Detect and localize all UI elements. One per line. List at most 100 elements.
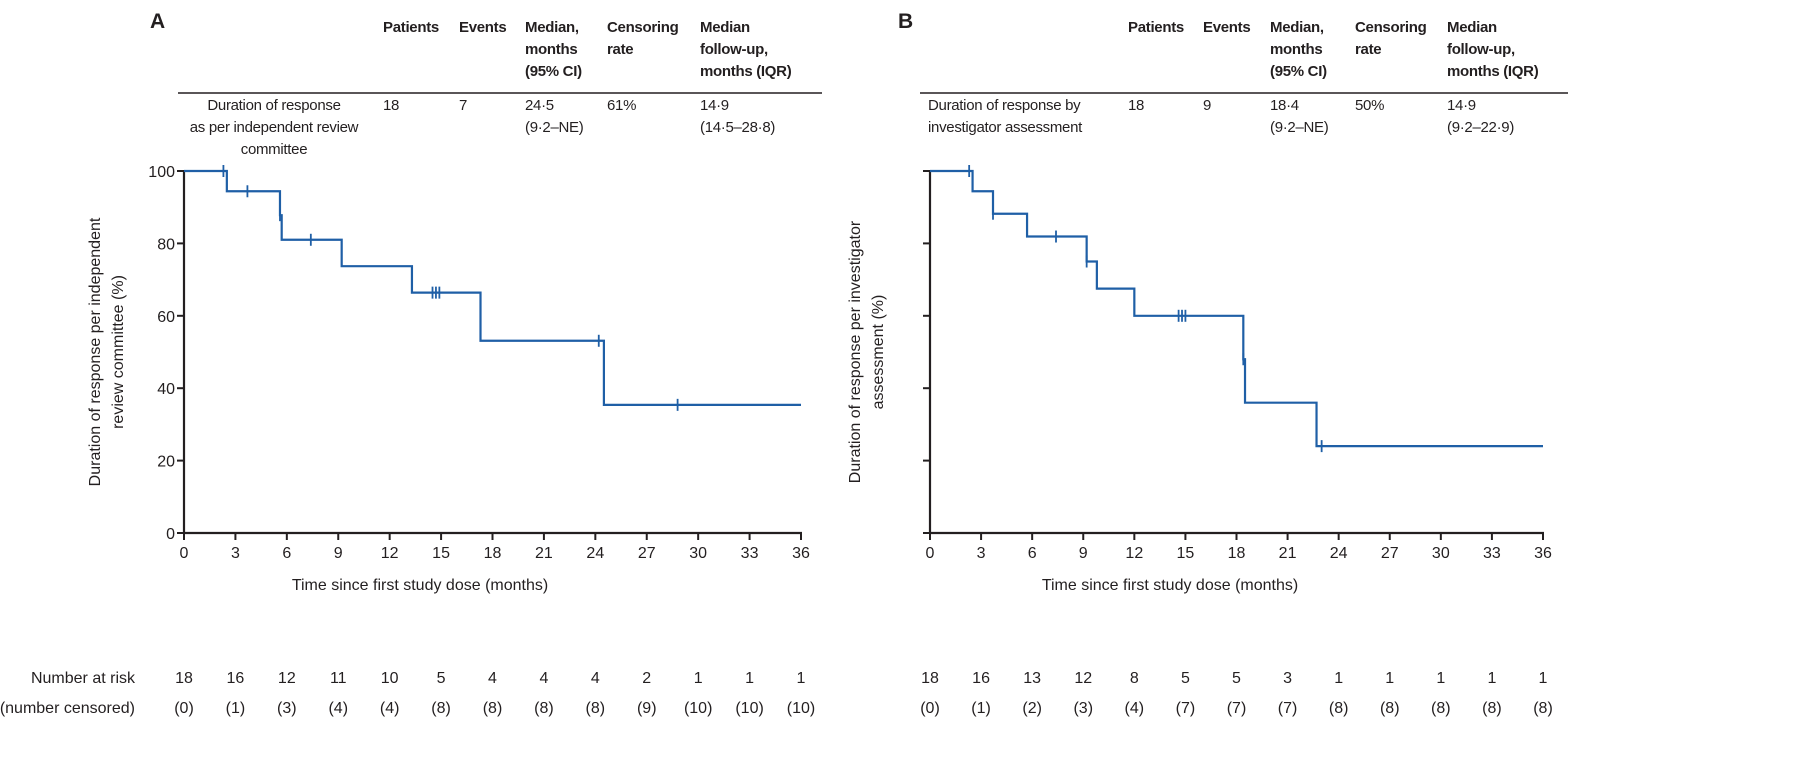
table-header: (95% CI) — [525, 63, 582, 80]
table-header: Censoring — [607, 19, 679, 36]
row-label: Duration of response by — [928, 97, 1081, 114]
at-risk-value: 1 — [797, 670, 806, 687]
table-cell: 7 — [459, 97, 467, 114]
table-header: months (IQR) — [1447, 63, 1539, 80]
censored-value: (1) — [971, 700, 991, 717]
at-risk-value: 1 — [1334, 670, 1343, 687]
censored-value: (10) — [735, 700, 763, 717]
x-tick-label: 3 — [977, 545, 986, 562]
censored-value: (4) — [1125, 700, 1145, 717]
at-risk-value: 16 — [227, 670, 245, 687]
y-axis-title: Duration of response per investigator — [847, 220, 864, 483]
table-cell: 24·5 — [525, 97, 554, 114]
at-risk-value: 2 — [642, 670, 651, 687]
table-header: rate — [1355, 41, 1381, 58]
table-header: Median, — [525, 19, 579, 36]
at-risk-value: 1 — [1539, 670, 1548, 687]
summary-table: Patients Events Median, months (95% CI) Censo… — [178, 19, 822, 158]
table-cell: 14·9 — [700, 97, 729, 114]
table-header: Events — [459, 19, 506, 36]
censored-value: (8) — [431, 700, 451, 717]
table-header: Median — [1447, 19, 1497, 36]
table-cell: (14·5–28·8) — [700, 119, 775, 136]
censored-value: (10) — [787, 700, 815, 717]
table-header: Censoring — [1355, 19, 1427, 36]
at-risk-value: 3 — [1283, 670, 1292, 687]
at-risk-value: 1 — [1436, 670, 1445, 687]
row-label: as per independent review — [190, 119, 359, 136]
table-header: follow-up, — [1447, 41, 1515, 58]
x-tick-label: 33 — [741, 545, 759, 562]
at-risk-value: 11 — [330, 670, 347, 687]
at-risk-value: 8 — [1130, 670, 1139, 687]
censored-value: (8) — [586, 700, 606, 717]
censored-value: (2) — [1022, 700, 1042, 717]
x-tick-label: 21 — [535, 545, 553, 562]
at-risk-value: 4 — [591, 670, 600, 687]
table-cell: 50% — [1355, 97, 1384, 114]
x-tick-label: 6 — [1028, 545, 1037, 562]
x-tick-label: 33 — [1483, 545, 1501, 562]
censored-value: (8) — [534, 700, 554, 717]
row-label: committee — [241, 141, 308, 158]
at-risk-value: 1 — [745, 670, 754, 687]
table-header: months — [525, 41, 577, 58]
censored-value: (8) — [1380, 700, 1400, 717]
at-risk-value: 13 — [1023, 670, 1041, 687]
axes: 018(0)316(1)613(2)912(3)128(4)155(7)185(… — [847, 170, 1553, 717]
x-tick-label: 36 — [1534, 545, 1552, 562]
at-risk-value: 12 — [278, 670, 296, 687]
at-risk-value: 4 — [488, 670, 497, 687]
survival-curve — [184, 169, 801, 406]
censored-value: (3) — [277, 700, 297, 717]
x-axis-title: Time since first study dose (months) — [292, 577, 548, 594]
x-tick-label: 6 — [282, 545, 291, 562]
censored-value: (0) — [174, 700, 194, 717]
table-cell: 18·4 — [1270, 97, 1299, 114]
table-cell: (9·2–NE) — [1270, 119, 1329, 136]
censored-value: (7) — [1227, 700, 1247, 717]
at-risk-value: 5 — [437, 670, 446, 687]
table-header: Events — [1203, 19, 1250, 36]
at-risk-value: 18 — [921, 670, 939, 687]
censored-value: (3) — [1073, 700, 1093, 717]
x-tick-label: 12 — [1125, 545, 1143, 562]
censored-value: (7) — [1176, 700, 1196, 717]
table-cell: 18 — [383, 97, 399, 114]
y-axis-title: Duration of response per independent — [87, 217, 104, 486]
survival-curve — [930, 169, 1543, 448]
x-tick-label: 30 — [1432, 545, 1450, 562]
y-axis-title: assessment (%) — [870, 295, 887, 410]
axes: 020406080100018(0)316(1)612(3)911(4)1210… — [0, 164, 815, 717]
x-tick-label: 12 — [381, 545, 399, 562]
censored-value: (8) — [1431, 700, 1451, 717]
x-tick-label: 18 — [1228, 545, 1246, 562]
x-tick-label: 3 — [231, 545, 240, 562]
x-tick-label: 27 — [638, 545, 656, 562]
table-cell: (9·2–NE) — [525, 119, 584, 136]
x-tick-label: 9 — [334, 545, 343, 562]
censored-value: (8) — [1482, 700, 1502, 717]
at-risk-value: 1 — [694, 670, 703, 687]
at-risk-value: 18 — [175, 670, 193, 687]
row-label: investigator assessment — [928, 119, 1083, 136]
table-header: Patients — [383, 19, 439, 36]
at-risk-label: Number at risk — [31, 670, 136, 687]
at-risk-value: 4 — [539, 670, 548, 687]
table-header: months — [1270, 41, 1322, 58]
censored-label: (number censored) — [0, 700, 135, 717]
at-risk-value: 12 — [1074, 670, 1092, 687]
x-tick-label: 21 — [1279, 545, 1297, 562]
table-cell: 18 — [1128, 97, 1144, 114]
x-tick-label: 15 — [1177, 545, 1195, 562]
at-risk-value: 5 — [1181, 670, 1190, 687]
censored-value: (1) — [226, 700, 246, 717]
at-risk-value: 10 — [381, 670, 399, 687]
y-tick-label: 40 — [157, 381, 175, 398]
censored-value: (4) — [380, 700, 400, 717]
at-risk-value: 1 — [1487, 670, 1496, 687]
censored-value: (4) — [328, 700, 348, 717]
table-header: Patients — [1128, 19, 1184, 36]
x-tick-label: 24 — [1330, 545, 1348, 562]
x-axis-title: Time since first study dose (months) — [1042, 577, 1298, 594]
